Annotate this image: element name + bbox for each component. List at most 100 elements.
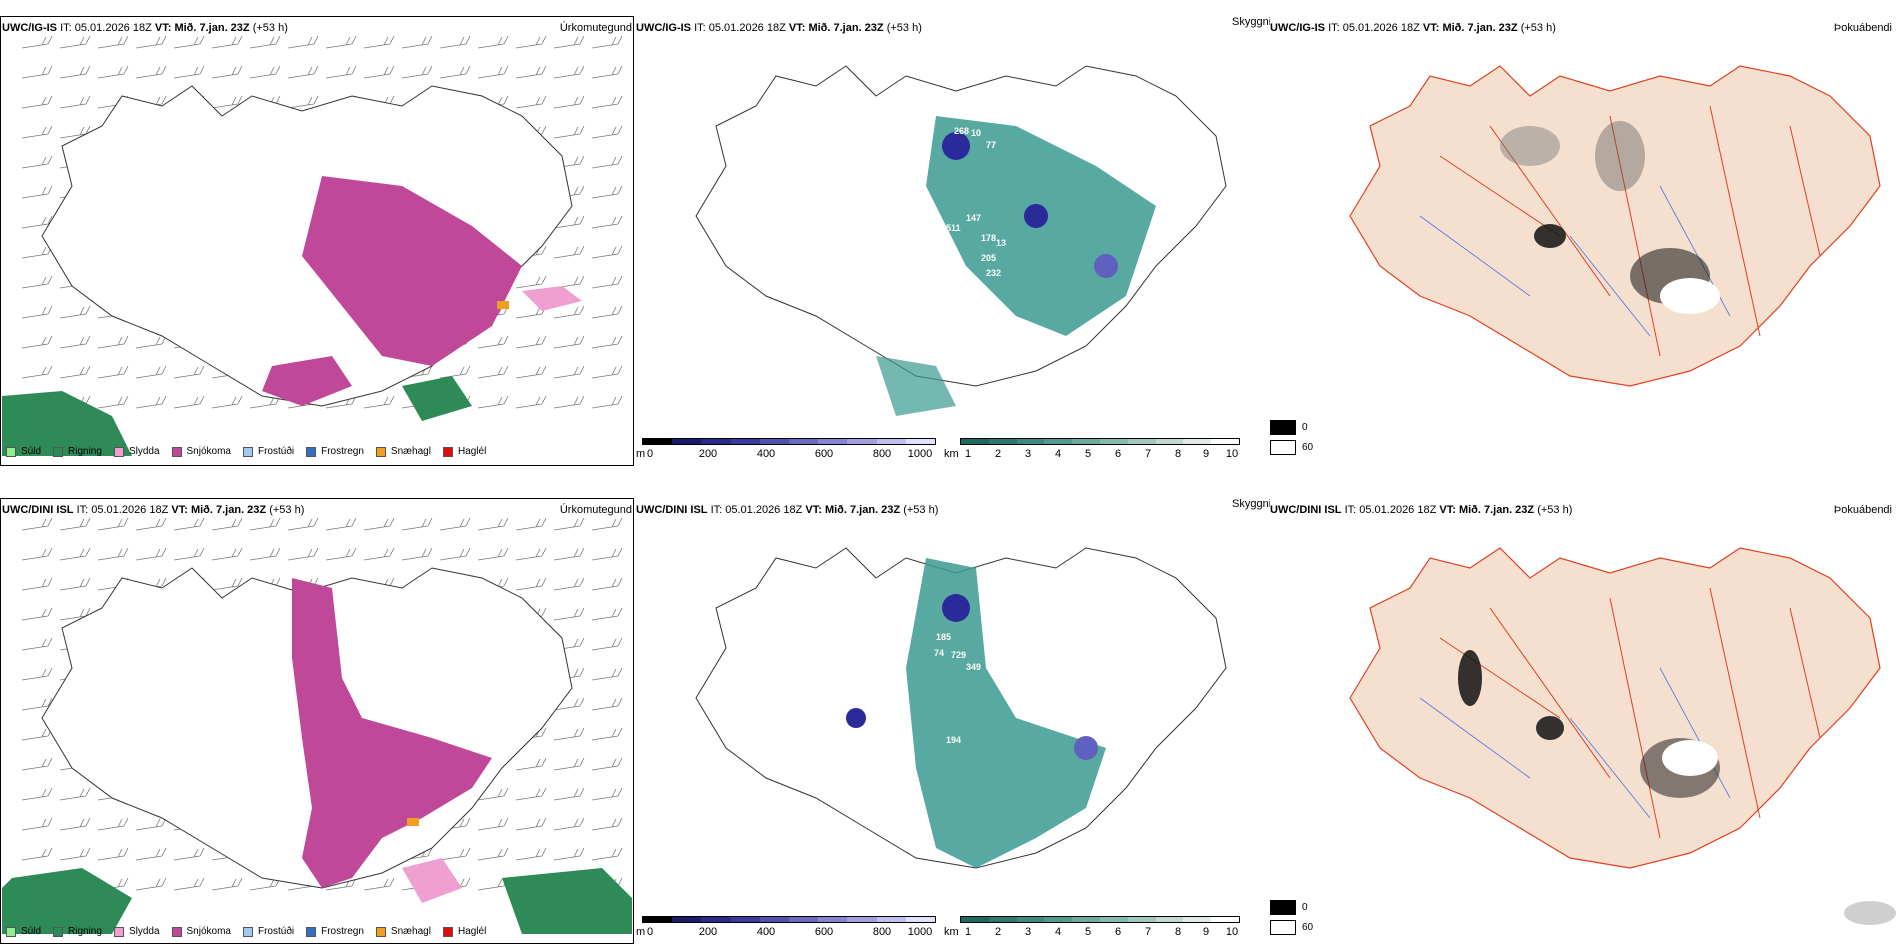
colorbar-tick: 10 [1225, 926, 1239, 938]
wind-barb [363, 65, 395, 79]
cloudbase-colorbar: m 0 200 400 600 800 1000 [636, 916, 936, 940]
panel-kind-label: Þokuábendi [1833, 504, 1892, 516]
cloud-base-label: 113 [906, 228, 921, 238]
wind-barb [21, 667, 53, 681]
cloud-base-label: 90 [878, 710, 888, 720]
cloud-base-label: 13 [996, 238, 1006, 248]
wind-barb [515, 365, 547, 379]
colorbar-tick: 1000 [907, 926, 933, 938]
wind-barb [59, 125, 91, 139]
wind-barb [59, 65, 91, 79]
legend-item: Snæhagl [375, 926, 431, 937]
wind-barb [591, 275, 623, 289]
cloud-base-label: 77 [986, 140, 996, 150]
legend-item: Haglél [442, 926, 486, 937]
fog-map [1349, 65, 1881, 387]
colorbar-tick: 7 [1144, 926, 1152, 938]
cloud-base-label: 208 [961, 278, 976, 288]
wind-barb [97, 65, 129, 79]
cloud-base-label: 10 [831, 116, 841, 126]
colorbar-tick: 9 [1202, 926, 1210, 938]
wind-barb [173, 518, 205, 531]
legend-swatch [53, 446, 64, 457]
panel-header: UWC/IG-IS IT: 05.01.2026 18Z VT: Mið. 7.… [2, 22, 288, 34]
wind-barb [591, 697, 623, 711]
colorbar-tick: 0 [646, 448, 654, 460]
wind-barb [21, 65, 53, 79]
cloud-base-label: 165 [796, 648, 811, 658]
colorbar-tick: 4 [1054, 448, 1062, 460]
fog-index-panel-top: UWC/IG-IS IT: 05.01.2026 18Z VT: Mið. 7.… [1270, 8, 1900, 468]
iceland-outline [1349, 65, 1881, 387]
wind-barb [477, 547, 509, 561]
wind-barb [173, 395, 205, 409]
wind-barb [591, 787, 623, 801]
wind-barb [591, 335, 623, 349]
fog-value: 60 [1302, 922, 1314, 933]
colorbar-tick: 5 [1084, 448, 1092, 460]
wind-barb [515, 395, 547, 409]
colorbar-tick: 7 [1144, 448, 1152, 460]
wind-barb [363, 395, 395, 409]
wind-barb [135, 335, 167, 349]
wind-barb [515, 817, 547, 831]
cloud-base-label: 223 [951, 298, 966, 308]
wind-barb [21, 697, 53, 711]
colorbar-tick: 10 [1225, 448, 1239, 460]
panel-kind-label: Þokuábendi [1833, 22, 1892, 34]
fog-value: 0 [1302, 422, 1308, 433]
wind-barb [211, 547, 243, 561]
map-frame [0, 498, 634, 944]
legend-item: Súld [6, 926, 41, 937]
cloud-base-label: 98 [851, 130, 861, 140]
legend-item: Rigning [53, 926, 102, 937]
wind-barb [591, 245, 623, 259]
wind-barb [287, 95, 319, 109]
wind-barb [591, 607, 623, 621]
cloud-base-label: 81 [878, 670, 888, 680]
wind-barb [553, 365, 585, 379]
wind-barb [515, 335, 547, 349]
cloud-base-label: 729 [951, 650, 966, 660]
cloud-base-label: 74 [934, 648, 944, 658]
cloud-base-label: 349 [966, 662, 981, 672]
wind-barb [59, 335, 91, 349]
wind-barb [59, 847, 91, 861]
legend-item: Snjókoma [171, 446, 231, 457]
cloud-base-label: 16 [848, 168, 858, 178]
wind-barb [439, 518, 471, 531]
cloud-base-label: 16 [831, 652, 841, 662]
colorbar-tick: 600 [814, 448, 834, 460]
wind-barb [21, 757, 53, 771]
cloud-base-label: 194 [946, 735, 961, 745]
wind-barb [135, 65, 167, 79]
wind-barb [21, 185, 53, 199]
legend-item: Frostúði [242, 926, 294, 937]
cloud-base-label: 99 [811, 638, 821, 648]
wind-barb [477, 787, 509, 801]
wind-barb [135, 877, 167, 891]
wind-barb [553, 697, 585, 711]
wind-barb [21, 637, 53, 651]
wind-barb [325, 36, 357, 49]
panel-kind-label: Úrkomutegund [559, 22, 632, 34]
cloudbase-colorbar: m 0 200 400 600 800 1000 [636, 438, 936, 462]
wind-barb [591, 847, 623, 861]
wind-barb [173, 847, 205, 861]
colorbar-tick: 4 [1054, 926, 1062, 938]
wind-barb [591, 36, 623, 49]
colorbar-unit: m [636, 448, 646, 460]
cloud-base-label: 232 [986, 268, 1001, 278]
fog-value: 60 [1302, 442, 1314, 453]
wind-barb [59, 518, 91, 531]
colorbar-tick: 1 [964, 448, 972, 460]
cloud-base-label: 253 [888, 228, 903, 238]
colorbar-tick: 800 [872, 448, 892, 460]
cloud-base-label: 85 [876, 690, 886, 700]
wind-barb [21, 335, 53, 349]
wind-barb [363, 36, 395, 49]
wind-barb [553, 547, 585, 561]
wind-barb [439, 847, 471, 861]
wind-barb [591, 518, 623, 531]
